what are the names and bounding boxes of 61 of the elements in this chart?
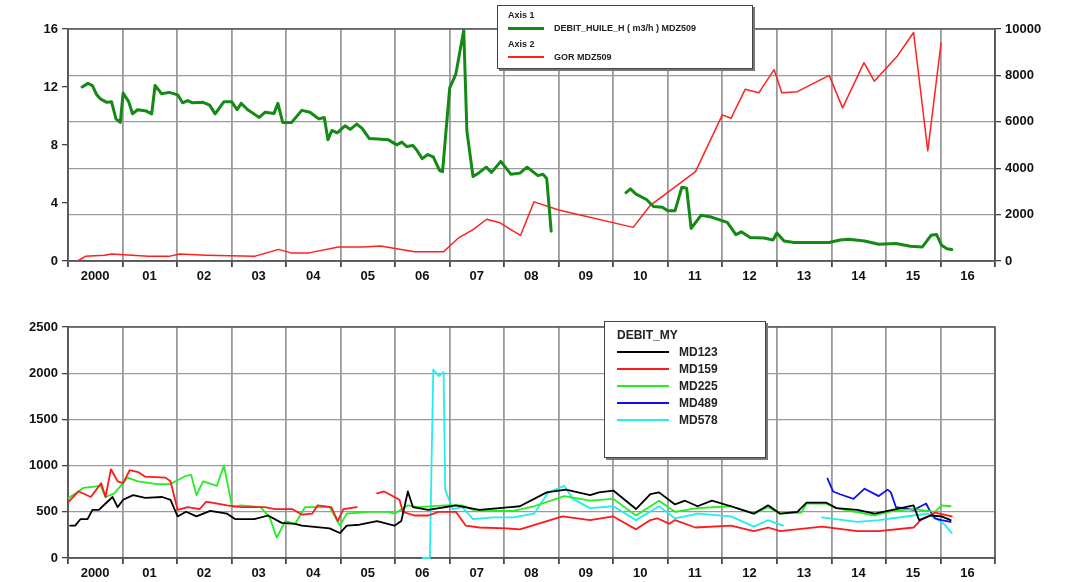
x-tick-label: 16 [960, 268, 975, 284]
legend-label: DEBIT_HUILE_H ( m3/h ) MDZ509 [554, 23, 697, 33]
legend-label: MD578 [679, 413, 718, 427]
annotation: Axis 2 [508, 39, 536, 49]
x-tick-label: 14 [851, 565, 867, 581]
x-tick-label: 03 [251, 268, 266, 284]
y2-tick-label: 10000 [1005, 20, 1042, 36]
legend-label: GOR MDZ509 [554, 52, 612, 62]
y2-tick-label: 6000 [1005, 113, 1034, 129]
x-tick-label: 12 [742, 565, 757, 581]
x-tick-label: 08 [524, 268, 539, 284]
x-tick-label: 11 [687, 268, 702, 284]
x-tick-label: 09 [578, 268, 594, 284]
y2-tick-label: 2000 [1005, 206, 1034, 222]
x-tick-label: 15 [905, 565, 921, 581]
y-tick-label: 16 [43, 20, 58, 36]
x-tick-label: 06 [414, 268, 430, 284]
legend-label: MD489 [679, 396, 718, 410]
x-tick-label: 2000 [80, 565, 110, 581]
x-tick-label: 06 [414, 565, 430, 581]
x-tick-label: 14 [851, 268, 867, 284]
y-tick-label: 2500 [29, 318, 58, 334]
x-tick-label: 02 [196, 565, 212, 581]
x-tick-label: 09 [578, 565, 594, 581]
x-tick-label: 11 [687, 565, 702, 581]
legend-title: DEBIT_MY [617, 328, 679, 342]
y-tick-label: 1500 [29, 410, 58, 426]
y-tick-label: 8 [50, 136, 58, 152]
y-tick-label: 12 [43, 78, 58, 94]
legend-label: MD159 [679, 362, 718, 376]
y-tick-label: 2000 [29, 364, 58, 380]
x-tick-label: 16 [960, 565, 975, 581]
x-tick-label: 07 [469, 565, 484, 581]
x-tick-label: 04 [306, 268, 322, 284]
x-tick-label: 01 [142, 268, 157, 284]
text: Axis 1 [508, 10, 536, 20]
y-tick-label: 500 [36, 503, 58, 519]
x-tick-label: 08 [524, 565, 539, 581]
y-tick-label: 0 [50, 252, 58, 268]
x-tick-label: 10 [633, 565, 648, 581]
y2-tick-label: 0 [1005, 252, 1013, 268]
x-tick-label: 12 [742, 268, 757, 284]
legend-label: MD225 [679, 379, 718, 393]
x-tick-label: 01 [142, 565, 157, 581]
x-tick-label: 03 [251, 565, 266, 581]
x-tick-label: 05 [360, 268, 375, 284]
x-tick-label: 10 [633, 268, 648, 284]
y-tick-label: 1000 [29, 457, 58, 473]
y2-tick-label: 4000 [1005, 159, 1034, 175]
x-tick-label: 15 [905, 268, 921, 284]
legend-label: MD123 [679, 345, 718, 359]
y-tick-label: 4 [50, 194, 59, 210]
x-tick-label: 04 [306, 565, 322, 581]
y2-tick-label: 8000 [1005, 66, 1034, 82]
x-tick-label: 2000 [80, 268, 110, 284]
x-tick-label: 07 [469, 268, 484, 284]
x-tick-label: 13 [796, 268, 812, 284]
x-tick-label: 02 [196, 268, 212, 284]
y-tick-label: 0 [50, 549, 58, 565]
x-tick-label: 13 [796, 565, 812, 581]
x-tick-label: 05 [360, 565, 375, 581]
